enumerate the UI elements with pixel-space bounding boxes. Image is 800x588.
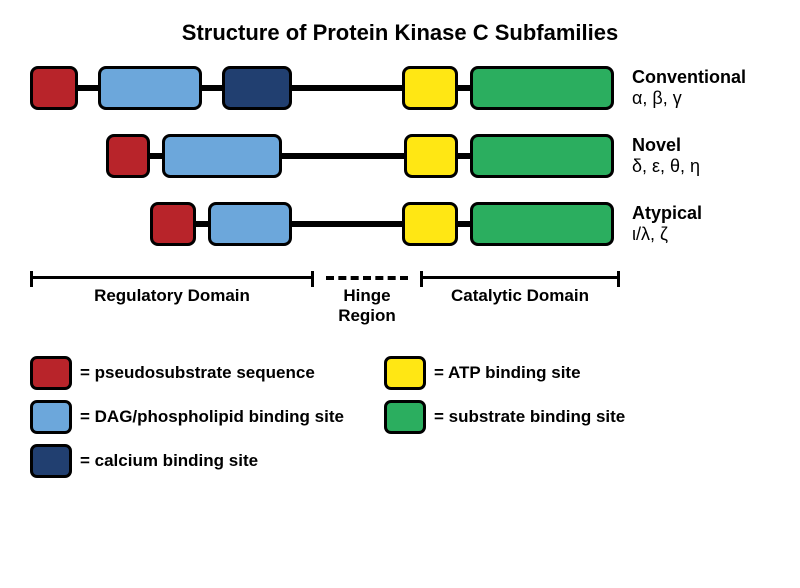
legend-item: = DAG/phospholipid binding site [30,400,344,434]
domain-track [106,134,614,178]
connector-bar [458,221,470,227]
dag-block [162,134,282,178]
row-name: Conventional [632,67,746,88]
legend-item: = pseudosubstrate sequence [30,356,344,390]
domain-track [150,202,614,246]
substrate-swatch [384,400,426,434]
substrate-block [470,66,614,110]
connector-bar [282,153,404,159]
row-isoforms: ι/λ, ζ [632,224,702,245]
row-name: Novel [632,135,700,156]
atp-swatch [384,356,426,390]
legend-col-2: = ATP binding site = substrate binding si… [384,356,625,478]
legend-text: = DAG/phospholipid binding site [80,407,344,427]
axis-hinge-dash [326,276,408,280]
axis-catalytic [420,276,620,279]
atp-block [402,202,458,246]
legend-col-1: = pseudosubstrate sequence = DAG/phosphol… [30,356,344,478]
legend-item: = ATP binding site [384,356,625,390]
connector-bar [458,153,470,159]
connector-bar [292,85,402,91]
dag-block [98,66,202,110]
connector-bar [150,153,162,159]
legend: = pseudosubstrate sequence = DAG/phosphol… [30,356,770,478]
domain-row: Conventionalα, β, γ [30,66,770,110]
connector-bar [196,221,208,227]
connector-bar [202,85,222,91]
legend-text: = pseudosubstrate sequence [80,363,315,383]
domain-axis: Regulatory Domain Hinge Region Catalytic… [30,270,770,330]
pseudosubstrate-swatch [30,356,72,390]
substrate-block [470,202,614,246]
atp-block [402,66,458,110]
domain-row: Novelδ, ε, θ, η [30,134,770,178]
domain-track [30,66,614,110]
dag-block [208,202,292,246]
legend-item: = substrate binding site [384,400,625,434]
legend-item: = calcium binding site [30,444,344,478]
pseudosubstrate-block [150,202,196,246]
legend-text: = ATP binding site [434,363,581,383]
domain-row: Atypicalι/λ, ζ [30,202,770,246]
diagram-title: Structure of Protein Kinase C Subfamilie… [30,20,770,46]
dag-swatch [30,400,72,434]
calcium-swatch [30,444,72,478]
substrate-block [470,134,614,178]
row-label: Atypicalι/λ, ζ [632,203,702,245]
row-isoforms: δ, ε, θ, η [632,156,700,177]
connector-bar [458,85,470,91]
pseudosubstrate-block [106,134,150,178]
axis-label-regulatory: Regulatory Domain [30,286,314,306]
legend-text: = substrate binding site [434,407,625,427]
legend-text: = calcium binding site [80,451,258,471]
row-isoforms: α, β, γ [632,88,746,109]
row-label: Novelδ, ε, θ, η [632,135,700,177]
axis-label-hinge: Hinge Region [316,286,418,326]
row-name: Atypical [632,203,702,224]
axis-regulatory [30,276,314,279]
domain-rows: Conventionalα, β, γ Novelδ, ε, θ, η Atypic… [30,66,770,246]
axis-label-catalytic: Catalytic Domain [420,286,620,306]
connector-bar [78,85,98,91]
atp-block [404,134,458,178]
connector-bar [292,221,402,227]
calcium-block [222,66,292,110]
pseudosubstrate-block [30,66,78,110]
row-label: Conventionalα, β, γ [632,67,746,109]
